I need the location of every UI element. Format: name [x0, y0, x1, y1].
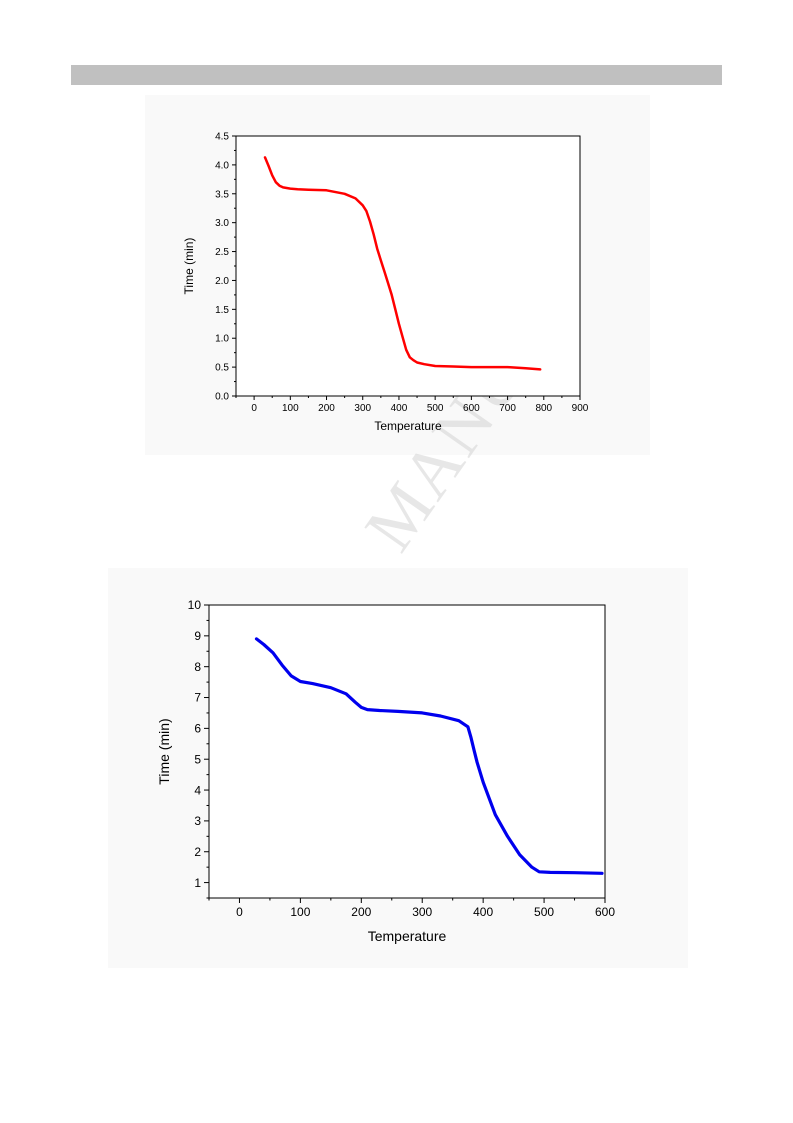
- y-tick-label: 6: [194, 722, 201, 736]
- x-tick-label: 900: [572, 403, 589, 414]
- series-line: [254, 637, 604, 875]
- x-tick-label: 600: [463, 403, 480, 414]
- y-tick-label: 3: [194, 814, 201, 828]
- y-tick-label: 4: [194, 783, 201, 797]
- y-tick-label: 4.0: [215, 160, 229, 171]
- series-line: [263, 156, 542, 371]
- y-tick-label: 2: [194, 845, 201, 859]
- x-tick-label: 400: [473, 905, 493, 919]
- x-tick-label: 300: [412, 905, 432, 919]
- y-tick-label: 8: [194, 660, 201, 674]
- x-tick-label: 700: [499, 403, 516, 414]
- y-tick-label: 0.5: [215, 363, 229, 374]
- y-axis-label: Time (min): [156, 718, 172, 784]
- x-tick-label: 0: [251, 403, 257, 414]
- header-bar: [71, 65, 722, 85]
- y-tick-label: 3.5: [215, 189, 229, 200]
- y-tick-label: 1: [194, 876, 201, 890]
- x-tick-label: 0: [236, 905, 243, 919]
- x-tick-label: 100: [290, 905, 310, 919]
- x-tick-label: 300: [354, 403, 371, 414]
- y-tick-label: 10: [188, 598, 202, 612]
- x-tick-label: 500: [427, 403, 444, 414]
- y-tick-label: 1.0: [215, 334, 229, 345]
- y-tick-label: 1.5: [215, 305, 229, 316]
- y-tick-label: 9: [194, 629, 201, 643]
- y-tick-label: 5: [194, 752, 201, 766]
- y-tick-label: 3.0: [215, 218, 229, 229]
- x-tick-label: 200: [351, 905, 371, 919]
- x-axis-label: Temperature: [368, 928, 447, 944]
- x-axis-label: Temperature: [374, 419, 442, 433]
- y-tick-label: 2.5: [215, 247, 229, 258]
- y-tick-label: 7: [194, 691, 201, 705]
- x-tick-label: 500: [534, 905, 554, 919]
- y-tick-label: 4.5: [215, 132, 229, 143]
- y-tick-label: 0.0: [215, 392, 229, 403]
- y-tick-label: 2.0: [215, 276, 229, 287]
- x-tick-label: 200: [318, 403, 335, 414]
- x-tick-label: 600: [595, 905, 615, 919]
- x-tick-label: 800: [535, 403, 552, 414]
- x-tick-label: 400: [391, 403, 408, 414]
- x-tick-label: 100: [282, 403, 299, 414]
- y-axis-label: Time (min): [182, 238, 196, 295]
